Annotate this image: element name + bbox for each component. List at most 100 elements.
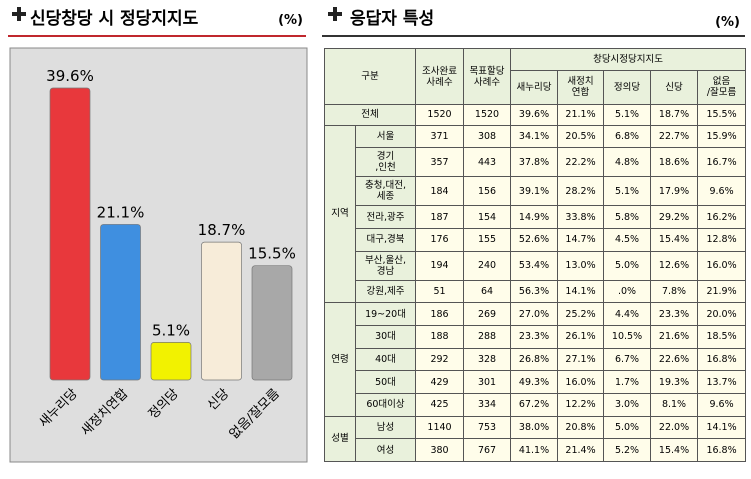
data-cell: 23.3% xyxy=(510,325,559,349)
header-cell: 30대 xyxy=(354,325,417,349)
icon xyxy=(12,12,26,16)
data-cell: .0% xyxy=(603,279,652,304)
data-cell: 288 xyxy=(463,325,512,349)
table: 구분 조사완료 사례수 목표할당 사례수 창당시정당지지도 새누리당 새정치 연합 정의당 신… xyxy=(323,47,747,463)
data-cell: 14.1% xyxy=(697,415,747,440)
data-cell: 18.7% xyxy=(650,104,699,126)
table-row: 새누리당 새정치 연합 정의당 신당 없음 /잘모름 xyxy=(325,69,747,106)
data-cell: 14.1% xyxy=(557,279,605,304)
data-cell: 4.4% xyxy=(603,302,652,327)
header-cell: 여성 xyxy=(354,438,417,462)
table-title: 응답자 특성 xyxy=(350,9,434,29)
data-cell: 4.5% xyxy=(603,228,652,252)
table-row: 충청,대전, 세종 184 156 39.1% 28.2% 5.1% 17.9% 9.6% xyxy=(325,176,747,207)
data-cell: 1520 xyxy=(463,104,512,126)
data-cell: 429 xyxy=(415,370,465,394)
header-cell: 충청,대전, 세종 xyxy=(354,176,417,207)
data-cell: 22.7% xyxy=(650,124,699,149)
data-cell: 4.8% xyxy=(603,147,652,178)
data-cell: 21.1% xyxy=(557,104,605,126)
data-cell: 33.8% xyxy=(557,205,605,230)
chart-title: 신당창당 시 정당지지도 xyxy=(30,9,199,29)
data-cell: 13.0% xyxy=(557,250,605,281)
data-cell: 9.6% xyxy=(697,393,747,417)
bar xyxy=(201,241,242,381)
data-cell: 18.5% xyxy=(697,325,747,349)
table-row: 전체 1520 1520 39.6% 21.1% 5.1% 18.7% 15.5% xyxy=(323,104,747,126)
data-cell: 301 xyxy=(463,370,512,394)
data-cell: 269 xyxy=(463,302,512,327)
table-row: 전라,광주 187 154 14.9% 33.8% 5.8% 29.2% 16.2% xyxy=(325,205,747,230)
data-cell: 27.1% xyxy=(557,347,605,372)
value-label: 18.7% xyxy=(198,221,246,239)
value-label: 15.5% xyxy=(248,245,296,263)
data-cell: 52.6% xyxy=(510,228,559,252)
header-cell: 전체 xyxy=(323,104,417,126)
header-cell: 19~20대 xyxy=(354,302,417,327)
data-cell: 176 xyxy=(415,228,465,252)
data-cell: 154 xyxy=(463,205,512,230)
table-row: 구분 조사완료 사례수 목표할당 사례수 창당시정당지지도 xyxy=(323,47,747,106)
header-cell: 50대 xyxy=(354,370,417,394)
data-cell: 184 xyxy=(415,176,465,207)
bar xyxy=(100,224,141,381)
header-cell: 전라,광주 xyxy=(354,205,417,230)
data-cell: 25.2% xyxy=(557,302,605,327)
header-cell: 창당시정당지지도 xyxy=(510,48,747,71)
data-cell: 22.2% xyxy=(557,147,605,178)
header-cell: 남성 xyxy=(354,415,417,440)
data-cell: 28.2% xyxy=(557,176,605,207)
data-cell: 12.2% xyxy=(557,393,605,417)
data-cell: 3.0% xyxy=(603,393,652,417)
data-cell: 16.7% xyxy=(697,147,747,178)
data-cell: 16.0% xyxy=(557,370,605,394)
data-cell: 753 xyxy=(463,415,512,440)
header-cell: 부산,울산, 경남 xyxy=(354,250,417,281)
header-cell: 강원,제주 xyxy=(354,279,417,304)
header-cell: 40대 xyxy=(354,347,417,372)
table-row: 강원,제주 51 64 56.3% 14.1% .0% 7.8% 21.9% xyxy=(325,279,747,304)
data-cell: 1140 xyxy=(415,415,465,440)
data-cell: 14.9% xyxy=(510,205,559,230)
table-row: 여성 380 767 41.1% 21.4% 5.2% 15.4% 16.8% xyxy=(325,438,747,462)
data-cell: 5.0% xyxy=(603,250,652,281)
data-cell: 16.8% xyxy=(697,438,747,462)
header-cell: 새누리당 xyxy=(510,69,559,106)
table-row: 연령 19~20대 186 269 27.0% 25.2% 4.4% 23.3% 20.0% xyxy=(324,302,747,417)
header-cell: 대구,경북 xyxy=(354,228,417,252)
value-label: 5.1% xyxy=(152,321,190,339)
header-cell: 지역 xyxy=(324,124,356,304)
header-cell: 구분 xyxy=(323,47,417,106)
header-cell: 조사완료 사례수 xyxy=(415,47,465,106)
bar xyxy=(251,265,293,381)
data-cell: 22.6% xyxy=(650,347,699,372)
data-cell: 14.7% xyxy=(557,228,605,252)
data-cell: 22.0% xyxy=(650,415,699,440)
data-cell: 6.8% xyxy=(603,124,652,149)
data-cell: 10.5% xyxy=(603,325,652,349)
data-cell: 1.7% xyxy=(603,370,652,394)
data-cell: 15.9% xyxy=(697,124,747,149)
data-cell: 187 xyxy=(415,205,465,230)
data-cell: 13.7% xyxy=(697,370,747,394)
data-cell: 425 xyxy=(415,393,465,417)
data-cell: 20.0% xyxy=(697,302,747,327)
header-cell: 새정치 연합 xyxy=(557,69,605,106)
header-cell: 연령 xyxy=(324,302,356,417)
header-cell: 서울 xyxy=(354,124,417,149)
data-cell: 29.2% xyxy=(650,205,699,230)
data-cell: 186 xyxy=(415,302,465,327)
data-cell: 15.4% xyxy=(650,228,699,252)
data-cell: 443 xyxy=(463,147,512,178)
icon xyxy=(328,12,342,16)
header-cell: 성별 xyxy=(324,415,356,463)
data-cell: 334 xyxy=(463,393,512,417)
header-cell: 없음 /잘모름 xyxy=(697,69,747,106)
table-row: 50대 429 301 49.3% 16.0% 1.7% 19.3% 13.7% xyxy=(325,370,747,394)
data-cell: 56.3% xyxy=(510,279,559,304)
data-cell: 53.4% xyxy=(510,250,559,281)
table-row: 성별 남성 1140 753 38.0% 20.8% 5.0% 22.0% 14.1% xyxy=(324,415,747,463)
data-cell: 16.2% xyxy=(697,205,747,230)
data-cell: 240 xyxy=(463,250,512,281)
